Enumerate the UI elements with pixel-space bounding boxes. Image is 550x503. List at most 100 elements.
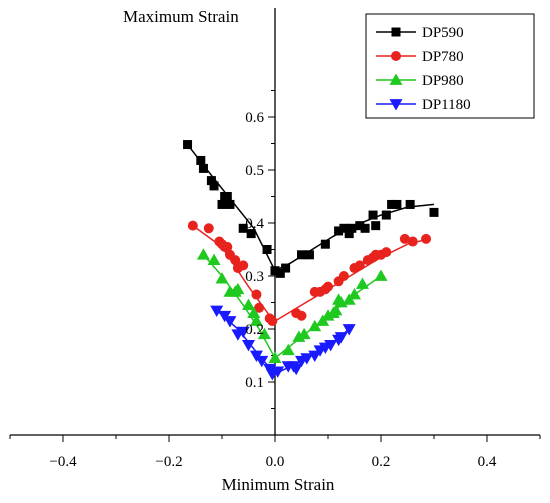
dp780-point (230, 255, 241, 266)
dp1180-point (255, 355, 269, 368)
dp780-point (254, 302, 265, 313)
dp1180-point (324, 340, 338, 352)
dp780-point (421, 233, 432, 244)
dp980-legend-label: DP980 (422, 73, 464, 89)
dp590-legend-label: DP590 (422, 25, 464, 41)
dp980-point (268, 351, 282, 364)
dp590-point (246, 229, 256, 239)
dp1180-point (271, 366, 285, 378)
dp1180-legend-marker (389, 99, 403, 111)
dp590-point (355, 221, 365, 231)
dp980-point (329, 303, 343, 316)
x-tick-label: −0.4 (49, 454, 77, 470)
dp780-legend-label: DP780 (422, 49, 464, 65)
dp590-point (275, 268, 285, 278)
dp780-point (338, 271, 349, 281)
dp590-point (217, 199, 227, 209)
dp1180-point (242, 340, 255, 352)
dp590-point (238, 223, 248, 233)
dp1180-point (210, 305, 224, 317)
y-tick-label: 0.2 (245, 322, 264, 338)
dp780-point (267, 316, 278, 327)
dp590-point (320, 239, 330, 249)
dp980-point (231, 282, 245, 295)
dp590-point (368, 210, 378, 220)
dp780-point (187, 220, 198, 231)
dp590-point (347, 223, 357, 233)
dp590-point (392, 199, 402, 209)
dp980-point (348, 288, 361, 300)
dp590-point (360, 223, 370, 233)
dp780-point (296, 310, 307, 321)
y-tick-label: 0.1 (245, 375, 264, 391)
dp980-point (249, 314, 263, 326)
dp590-legend-marker (391, 27, 401, 37)
dp590-point (225, 199, 235, 209)
dp590-point (270, 266, 280, 276)
dp980-point (207, 253, 221, 265)
dp590-point (387, 199, 397, 209)
x-tick-label: 0.4 (478, 454, 497, 470)
dp590-point (371, 221, 381, 231)
dp780-point (354, 260, 365, 271)
dp590-point (344, 229, 354, 239)
dp590-point (262, 245, 272, 254)
dp590-point (334, 226, 344, 236)
dp780-point (381, 247, 392, 258)
dp780-point (323, 281, 333, 292)
dp1180-legend-label: DP1180 (422, 97, 471, 113)
dp590-point (405, 199, 415, 209)
dp980-point (257, 327, 271, 340)
dp590-point (304, 250, 314, 260)
dp980-point (281, 343, 295, 356)
dp590-point (209, 181, 219, 191)
x-tick-label: 0.0 (266, 454, 285, 470)
dp980-point (242, 298, 255, 311)
dp980-point (374, 269, 388, 281)
dp780-point (238, 260, 249, 271)
dp590-point (196, 155, 206, 165)
dp590-point (281, 263, 291, 273)
dp980-point (355, 277, 369, 289)
legend: DP590 DP780 DP980 DP1180 (365, 13, 535, 119)
dp780-point (407, 236, 418, 247)
dp1180-point (289, 363, 303, 376)
axes (9, 8, 541, 442)
data-markers (183, 140, 439, 381)
dp780-point (399, 233, 410, 244)
dp980-point (215, 272, 229, 284)
y-tick-label: 0.6 (245, 110, 264, 126)
dp980-point (308, 319, 322, 332)
dp1180-point (342, 324, 356, 336)
dp590-point (381, 210, 391, 220)
dp590-point (183, 140, 193, 150)
dp1180-point (300, 353, 314, 365)
dp590-point (339, 223, 349, 233)
tick-labels: −0.4 −0.2 0.0 0.2 0.4 0.1 0.2 0.3 0.4 0.5 0.6 (49, 110, 496, 470)
y-tick-label: 0.4 (245, 216, 264, 232)
dp1180-point (308, 350, 322, 362)
dp780-point (222, 241, 233, 252)
dp780-fit-line (192, 224, 429, 323)
dp1180-point (223, 316, 237, 328)
fit-lines (186, 144, 435, 376)
y-axis-label: Maximum Strain (123, 7, 239, 26)
dp780-legend-marker (391, 51, 401, 61)
dp780-point (203, 223, 214, 234)
dp1180-point (334, 332, 348, 344)
x-tick-label: 0.2 (372, 454, 391, 470)
dp590-point (222, 192, 232, 201)
y-tick-label: 0.5 (245, 163, 264, 179)
dp590-point (429, 207, 439, 217)
x-axis-label: Minimum Strain (222, 475, 335, 494)
dp590-point (297, 250, 306, 260)
y-tick-label: 0.3 (245, 269, 264, 285)
dp980-legend-marker (389, 73, 403, 85)
x-tick-label: −0.2 (155, 454, 182, 470)
dp590-point (198, 163, 208, 173)
dp780-point (251, 289, 262, 300)
dp1180-point (236, 326, 250, 339)
dp980-point (247, 306, 261, 318)
